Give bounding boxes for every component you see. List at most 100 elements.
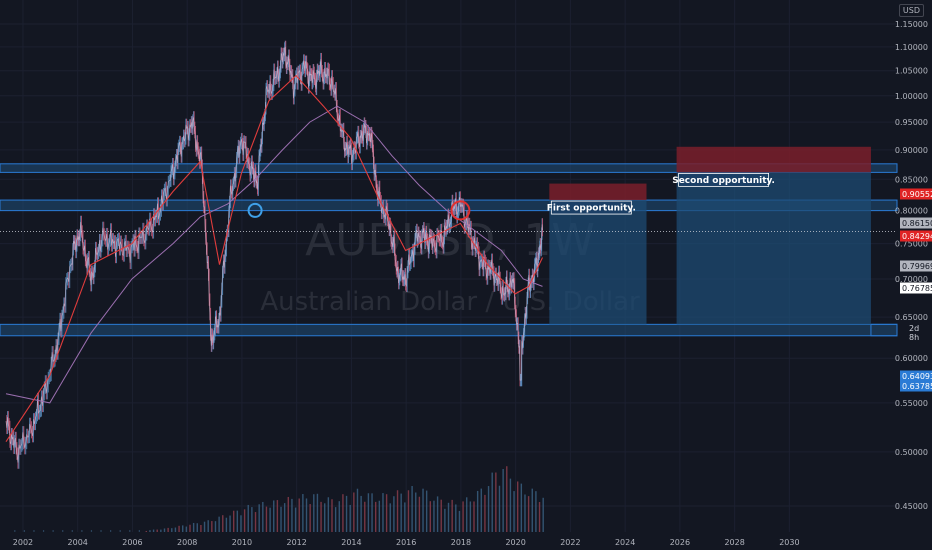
- x-tick-label: 2010: [232, 538, 252, 547]
- volume-bar: [498, 485, 501, 532]
- volume-bar: [316, 493, 319, 532]
- volume-bar: [396, 490, 399, 532]
- x-tick-label: 2016: [396, 538, 416, 547]
- volume-bar: [473, 501, 475, 532]
- volume-bar: [436, 496, 439, 532]
- volume-bar: [178, 525, 180, 532]
- volume-bar: [298, 498, 300, 532]
- second-opportunity-label-box: [678, 172, 770, 187]
- volume-bar: [364, 501, 366, 532]
- volume-bar: [302, 494, 304, 532]
- volume-bar: [291, 498, 293, 532]
- price-label: 0.63785: [902, 382, 932, 391]
- volume-bar: [433, 500, 435, 532]
- y-tick-label: 1.05000: [895, 67, 928, 76]
- volume-bar: [309, 504, 311, 532]
- volume-bar: [229, 515, 231, 532]
- x-tick-label: 2008: [177, 538, 197, 547]
- volume-bar: [334, 507, 337, 532]
- volume-bar: [100, 530, 102, 532]
- volume-bar: [189, 524, 191, 532]
- volume-bar: [538, 502, 541, 532]
- first-opportunity-label: First opportunity.: [547, 204, 636, 214]
- volume-bar: [422, 488, 424, 532]
- y-tick-label: 0.75000: [895, 240, 928, 249]
- first-opportunity-label-box: [550, 200, 632, 215]
- volume-bar: [531, 488, 533, 532]
- second-opportunity-label: Second opportunity.: [672, 176, 775, 186]
- volume-bar: [527, 496, 530, 532]
- volume-bar: [214, 521, 217, 532]
- volume-bar: [418, 496, 421, 532]
- volume-bar: [389, 503, 391, 532]
- volume-bar: [232, 510, 235, 532]
- volume-bar: [240, 515, 242, 532]
- y-tick-label: 0.50000: [895, 448, 928, 457]
- x-tick-label: 2020: [505, 538, 525, 547]
- volume-bar: [280, 506, 282, 532]
- volume-bar: [415, 492, 417, 532]
- second-opportunity-stop-box: [676, 146, 871, 173]
- volume-bar: [287, 496, 290, 532]
- ma-fast-line: [5, 74, 543, 443]
- volume-bar: [236, 510, 239, 532]
- price-label-box: [900, 370, 932, 382]
- volume-bar: [129, 530, 131, 532]
- volume-bar: [182, 525, 184, 532]
- volume-bar: [52, 530, 54, 532]
- y-tick-label: 1.10000: [895, 43, 928, 52]
- price-label-box: [900, 380, 932, 392]
- volume-bar: [509, 478, 512, 532]
- volume-bar: [251, 507, 253, 532]
- volume-bar: [167, 527, 169, 532]
- price-label-box: [900, 217, 932, 229]
- volume-bar: [218, 516, 220, 532]
- countdown-label: 2d 8h: [907, 324, 932, 342]
- volume-bar: [466, 497, 468, 532]
- volume-bar: [254, 512, 257, 532]
- x-tick-label: 2024: [615, 538, 635, 547]
- volume-bar: [349, 504, 351, 532]
- x-tick-label: 2006: [122, 538, 142, 547]
- volume-bar: [211, 521, 213, 532]
- volume-bar: [495, 472, 497, 532]
- x-tick-label: 2012: [287, 538, 307, 547]
- volume-bar: [192, 522, 195, 532]
- volume-bar: [42, 530, 45, 532]
- currency-badge[interactable]: USD: [898, 4, 924, 17]
- volume-bar: [367, 493, 370, 532]
- price-label: 0.84294: [902, 232, 932, 241]
- price-label: 0.86150: [902, 219, 932, 228]
- price-axis-panel: [898, 0, 932, 550]
- x-tick-label: 2004: [68, 538, 88, 547]
- x-tick-label: 2022: [560, 538, 580, 547]
- volume-bar: [360, 495, 362, 532]
- volume-bar: [502, 468, 504, 532]
- volume-bar: [200, 524, 202, 532]
- y-tick-label: 0.85000: [895, 175, 928, 184]
- volume-bar: [374, 501, 377, 532]
- volume-bar: [247, 504, 249, 532]
- volume-bar: [542, 497, 544, 532]
- price-label-box: [900, 188, 932, 200]
- volume-bar: [535, 491, 537, 532]
- volume-bar: [276, 500, 279, 532]
- volume-bar: [269, 507, 271, 532]
- x-tick-label: 2002: [13, 538, 33, 547]
- volume-bar: [171, 528, 173, 532]
- volume-bar: [458, 510, 461, 532]
- y-tick-label: 1.15000: [895, 20, 928, 29]
- y-tick-label: 0.60000: [895, 354, 928, 363]
- volume-bar: [283, 503, 286, 532]
- volume-bar: [371, 493, 373, 532]
- volume-bar: [513, 491, 515, 532]
- second-opportunity-target-box: [676, 172, 871, 325]
- volume-bar: [138, 530, 140, 532]
- volume-bar: [400, 493, 402, 532]
- volume-bar: [152, 529, 155, 532]
- price-label: 0.76785: [902, 284, 932, 293]
- x-tick-label: 2026: [670, 538, 690, 547]
- volume-bar: [163, 528, 166, 532]
- volume-bar: [407, 490, 410, 532]
